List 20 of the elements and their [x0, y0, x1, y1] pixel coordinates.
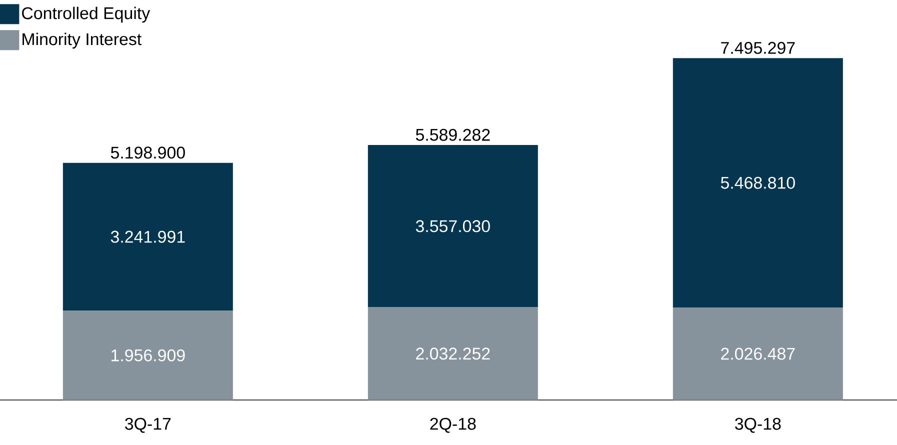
legend-label: Minority Interest [22, 32, 142, 49]
data-label: 1.956.909 [112, 349, 185, 362]
bar [62, 310, 233, 400]
x-tick-label: 2Q-18 [430, 418, 476, 433]
bar [672, 58, 843, 308]
total-label: 7.495.297 [721, 42, 795, 54]
x-tick-label: 3Q-17 [125, 418, 171, 433]
total-label: 5.589.282 [416, 128, 490, 141]
data-label: 3.557.030 [416, 220, 490, 232]
bar [672, 308, 843, 400]
data-label: 3.241.991 [110, 230, 185, 243]
data-label: 5.468.810 [720, 176, 795, 189]
data-label: 2.032.252 [416, 348, 490, 360]
data-label: 2.026.487 [721, 348, 795, 360]
x-tick-label: 3Q-18 [735, 418, 781, 433]
bar [368, 145, 538, 308]
bar [62, 162, 233, 311]
legend-label: Controlled Equity [22, 6, 150, 23]
total-label: 5.198.900 [110, 146, 185, 159]
bar [368, 307, 538, 400]
